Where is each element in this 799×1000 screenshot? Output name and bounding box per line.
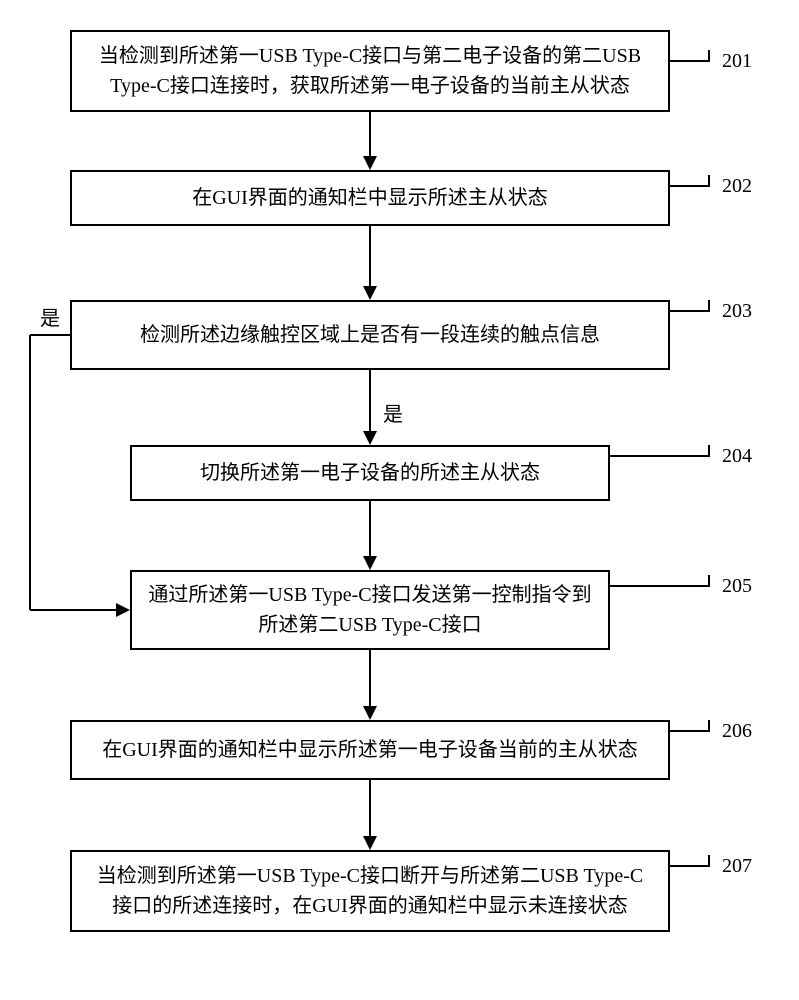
- flow-box-text: 切换所述第一电子设备的所述主从状态: [200, 458, 540, 488]
- flow-box-text: 通过所述第一USB Type-C接口发送第一控制指令到所述第二USB Type-…: [148, 580, 592, 640]
- arrow-head-icon: [363, 706, 377, 720]
- label-tick: [708, 575, 710, 585]
- flow-box-b206: 在GUI界面的通知栏中显示所述第一电子设备当前的主从状态: [70, 720, 670, 780]
- arrow-head-icon: [363, 156, 377, 170]
- arrow-line: [369, 226, 371, 288]
- flow-box-text: 当检测到所述第一USB Type-C接口与第二电子设备的第二USB Type-C…: [88, 41, 652, 101]
- arrow-head-icon: [363, 431, 377, 445]
- flow-box-text: 在GUI界面的通知栏中显示所述主从状态: [192, 183, 548, 213]
- edge-label-yes1: 是: [40, 302, 60, 331]
- step-label-l201: 201: [722, 50, 752, 73]
- label-tick: [708, 50, 710, 60]
- label-tick: [670, 865, 710, 867]
- flow-box-b205: 通过所述第一USB Type-C接口发送第一控制指令到所述第二USB Type-…: [130, 570, 610, 650]
- label-tick: [670, 310, 710, 312]
- flow-box-text: 检测所述边缘触控区域上是否有一段连续的触点信息: [140, 320, 600, 350]
- arrow-line: [369, 650, 371, 708]
- arrow-head-icon: [363, 836, 377, 850]
- label-tick: [610, 455, 710, 457]
- step-label-l207: 207: [722, 855, 752, 878]
- edge-label-yes2: 是: [383, 398, 403, 427]
- label-tick: [708, 300, 710, 310]
- label-tick: [610, 585, 710, 587]
- flow-box-b201: 当检测到所述第一USB Type-C接口与第二电子设备的第二USB Type-C…: [70, 30, 670, 112]
- flow-box-b202: 在GUI界面的通知栏中显示所述主从状态: [70, 170, 670, 226]
- label-tick: [708, 445, 710, 455]
- label-tick: [708, 175, 710, 185]
- arrow-line: [29, 335, 31, 610]
- flow-box-b203: 检测所述边缘触控区域上是否有一段连续的触点信息: [70, 300, 670, 370]
- arrow-line: [369, 370, 371, 433]
- label-tick: [670, 730, 710, 732]
- label-tick: [670, 60, 710, 62]
- step-label-l203: 203: [722, 300, 752, 323]
- step-label-l202: 202: [722, 175, 752, 198]
- step-label-l205: 205: [722, 575, 752, 598]
- flow-box-text: 当检测到所述第一USB Type-C接口断开与所述第二USB Type-C接口的…: [88, 861, 652, 921]
- arrow-line: [30, 334, 70, 336]
- flow-box-b207: 当检测到所述第一USB Type-C接口断开与所述第二USB Type-C接口的…: [70, 850, 670, 932]
- label-tick: [670, 185, 710, 187]
- flow-box-b204: 切换所述第一电子设备的所述主从状态: [130, 445, 610, 501]
- flow-box-text: 在GUI界面的通知栏中显示所述第一电子设备当前的主从状态: [102, 735, 638, 765]
- step-label-l206: 206: [722, 720, 752, 743]
- arrow-line: [369, 501, 371, 558]
- flowchart-canvas: 当检测到所述第一USB Type-C接口与第二电子设备的第二USB Type-C…: [0, 0, 799, 1000]
- arrow-head-icon: [363, 286, 377, 300]
- arrow-line: [369, 780, 371, 838]
- arrow-head-icon: [363, 556, 377, 570]
- label-tick: [708, 855, 710, 865]
- arrow-head-icon: [116, 603, 130, 617]
- label-tick: [708, 720, 710, 730]
- arrow-line: [369, 112, 371, 158]
- arrow-line: [30, 609, 118, 611]
- step-label-l204: 204: [722, 445, 752, 468]
